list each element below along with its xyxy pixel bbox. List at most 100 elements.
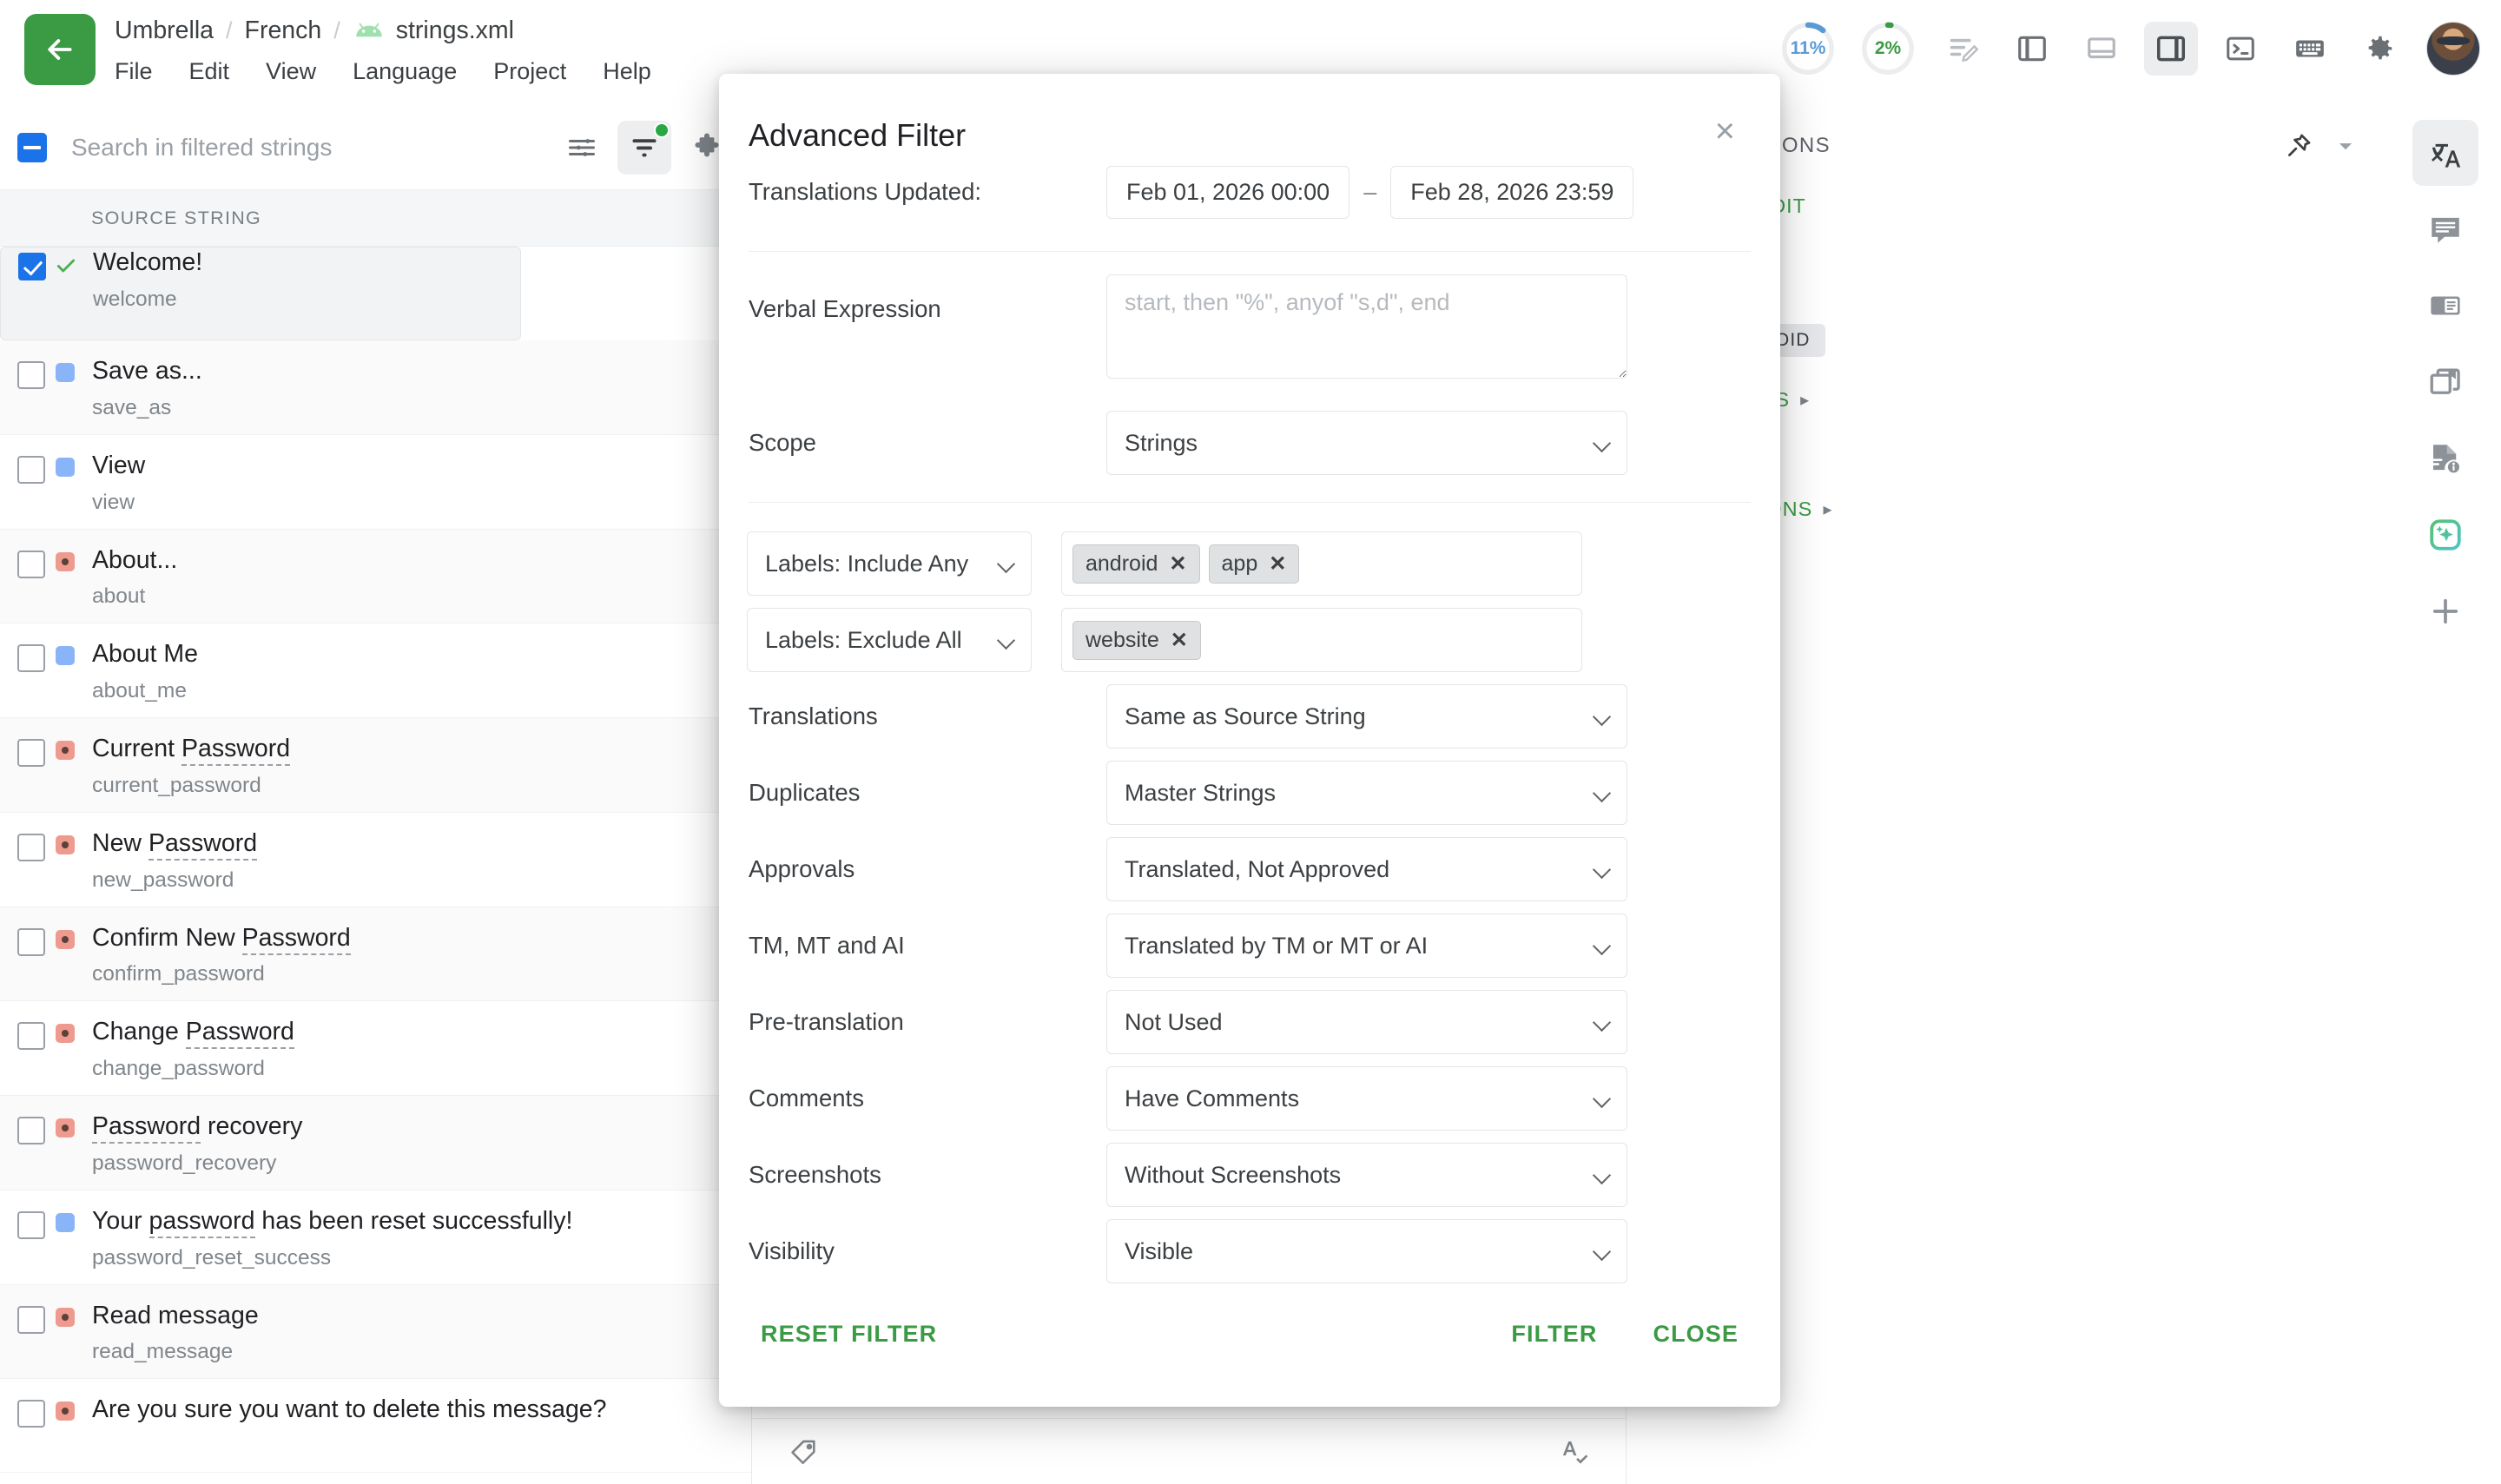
user-avatar[interactable] bbox=[2426, 22, 2480, 76]
pre-translation-select[interactable]: Not Used bbox=[1106, 990, 1627, 1054]
comments-icon[interactable] bbox=[2412, 196, 2478, 262]
row-checkbox[interactable] bbox=[17, 1117, 45, 1145]
breadcrumb-language[interactable]: French bbox=[244, 16, 322, 44]
advanced-filter-icon[interactable] bbox=[617, 121, 671, 175]
tm-mt-and-ai-select[interactable]: Translated by TM or MT or AI bbox=[1106, 913, 1627, 978]
chip-remove-icon[interactable]: ✕ bbox=[1269, 551, 1287, 576]
chevron-down-icon[interactable] bbox=[2322, 122, 2369, 169]
date-from-field[interactable]: Feb 01, 2026 00:00 bbox=[1106, 165, 1350, 219]
row-checkbox[interactable] bbox=[17, 644, 45, 673]
tag-icon[interactable] bbox=[783, 1431, 825, 1473]
close-button[interactable]: CLOSE bbox=[1640, 1312, 1751, 1356]
filter-settings-icon[interactable] bbox=[555, 121, 609, 175]
duplicates-select[interactable]: Master Strings bbox=[1106, 761, 1627, 825]
chip-remove-icon[interactable]: ✕ bbox=[1170, 628, 1188, 652]
search-input[interactable] bbox=[71, 134, 546, 162]
screenshots-select[interactable]: Without Screenshots bbox=[1106, 1143, 1627, 1207]
add-icon[interactable] bbox=[2412, 578, 2478, 644]
comments-select[interactable]: Have Comments bbox=[1106, 1066, 1627, 1131]
labels-exclude-mode-select[interactable]: Labels: Exclude All bbox=[747, 608, 1032, 672]
translate-icon[interactable] bbox=[2412, 120, 2478, 186]
approvals-label: Approvals bbox=[749, 855, 855, 882]
verbal-expression-input[interactable] bbox=[1106, 274, 1627, 379]
plugin-puzzle-icon[interactable] bbox=[680, 121, 734, 175]
date-to-field[interactable]: Feb 28, 2026 23:59 bbox=[1390, 165, 1634, 219]
string-key-text: view bbox=[92, 490, 135, 514]
table-row[interactable]: About Me about_me bbox=[0, 623, 751, 719]
scope-select[interactable]: Strings bbox=[1106, 411, 1627, 475]
terminal-icon[interactable] bbox=[2214, 22, 2267, 76]
translations-updated-row: Translations Updated: Feb 01, 2026 00:00… bbox=[747, 154, 1752, 230]
row-checkbox[interactable] bbox=[17, 833, 45, 861]
keyboard-icon[interactable] bbox=[2283, 22, 2337, 76]
android-icon bbox=[355, 23, 382, 37]
row-texts: About Me about_me bbox=[92, 639, 198, 703]
menu-help[interactable]: Help bbox=[603, 57, 651, 84]
layout-right-panel-icon[interactable] bbox=[2144, 22, 2198, 76]
approvals-row: Approvals Translated, Not Approved bbox=[747, 831, 1752, 907]
gear-icon[interactable] bbox=[2353, 22, 2406, 76]
labels-include-chips[interactable]: android ✕ app ✕ bbox=[1061, 531, 1582, 596]
translation-progress-ring[interactable]: 11% bbox=[1780, 21, 1836, 76]
table-row[interactable]: About... about bbox=[0, 529, 751, 624]
table-row[interactable]: Welcome! welcome bbox=[0, 247, 521, 340]
menu-edit[interactable]: Edit bbox=[188, 57, 230, 84]
row-checkbox[interactable] bbox=[17, 1022, 45, 1051]
chip-label: app bbox=[1221, 551, 1258, 576]
table-row[interactable]: Password recovery password_recovery bbox=[0, 1096, 751, 1190]
reset-filter-button[interactable]: RESET FILTER bbox=[749, 1312, 949, 1356]
approvals-select[interactable]: Translated, Not Approved bbox=[1106, 837, 1627, 901]
row-checkbox[interactable] bbox=[17, 739, 45, 768]
row-checkbox[interactable] bbox=[18, 253, 46, 280]
layout-left-panel-icon[interactable] bbox=[2005, 22, 2059, 76]
row-checkbox[interactable] bbox=[17, 550, 45, 578]
spellcheck-icon[interactable] bbox=[1553, 1431, 1594, 1473]
row-checkbox[interactable] bbox=[17, 1210, 45, 1239]
table-row[interactable]: View view bbox=[0, 435, 751, 530]
approval-progress-ring[interactable]: 2% bbox=[1860, 21, 1916, 76]
search-toolbar bbox=[0, 106, 751, 189]
select-all-checkbox[interactable] bbox=[17, 133, 47, 162]
menu-view[interactable]: View bbox=[266, 57, 317, 84]
chip-android[interactable]: android ✕ bbox=[1072, 544, 1200, 584]
breadcrumb-file[interactable]: strings.xml bbox=[395, 16, 514, 44]
glossary-icon[interactable] bbox=[2412, 349, 2478, 415]
screenshots-icon[interactable] bbox=[2412, 273, 2478, 339]
breadcrumb-project[interactable]: Umbrella bbox=[115, 16, 214, 44]
table-row[interactable]: Change Password change_password bbox=[0, 1001, 751, 1097]
breadcrumb-separator: / bbox=[226, 16, 233, 43]
spellcheck-word: Password bbox=[148, 828, 258, 861]
ai-sparkle-icon[interactable] bbox=[2412, 502, 2478, 568]
menu-file[interactable]: File bbox=[115, 57, 153, 84]
row-checkbox[interactable] bbox=[17, 455, 45, 484]
table-row[interactable]: Current Password current_password bbox=[0, 718, 751, 813]
table-row[interactable]: Your password has been reset successfull… bbox=[0, 1190, 751, 1285]
chip-remove-icon[interactable]: ✕ bbox=[1169, 551, 1187, 576]
table-row[interactable]: Are you sure you want to delete this mes… bbox=[0, 1379, 751, 1474]
chip-app[interactable]: app ✕ bbox=[1208, 544, 1300, 584]
filter-button[interactable]: FILTER bbox=[1499, 1312, 1609, 1356]
layout-bottom-panel-icon[interactable] bbox=[2075, 22, 2128, 76]
pin-icon[interactable] bbox=[2275, 122, 2322, 169]
file-info-icon[interactable] bbox=[2412, 425, 2478, 491]
row-status-marker bbox=[45, 1024, 85, 1044]
visibility-label: Visibility bbox=[749, 1237, 835, 1264]
row-checkbox[interactable] bbox=[17, 1400, 45, 1428]
visibility-select[interactable]: Visible bbox=[1106, 1219, 1627, 1283]
back-button[interactable] bbox=[24, 14, 96, 85]
menu-language[interactable]: Language bbox=[353, 57, 458, 84]
row-checkbox[interactable] bbox=[17, 927, 45, 956]
menu-project[interactable]: Project bbox=[493, 57, 567, 84]
edit-lines-icon[interactable] bbox=[1936, 22, 1990, 76]
translations-select[interactable]: Same as Source String bbox=[1106, 684, 1627, 749]
labels-exclude-chips[interactable]: website ✕ bbox=[1061, 608, 1582, 672]
table-row[interactable]: Confirm New Password confirm_password bbox=[0, 907, 751, 1002]
chip-website[interactable]: website ✕ bbox=[1072, 620, 1201, 660]
row-checkbox[interactable] bbox=[17, 1305, 45, 1334]
table-row[interactable]: Save as... save_as bbox=[0, 340, 751, 435]
row-checkbox[interactable] bbox=[17, 361, 45, 389]
labels-include-mode-select[interactable]: Labels: Include Any bbox=[747, 531, 1032, 596]
table-row[interactable]: New Password new_password bbox=[0, 813, 751, 907]
close-icon[interactable]: × bbox=[1714, 112, 1735, 150]
table-row[interactable]: Read message read_message bbox=[0, 1284, 751, 1380]
